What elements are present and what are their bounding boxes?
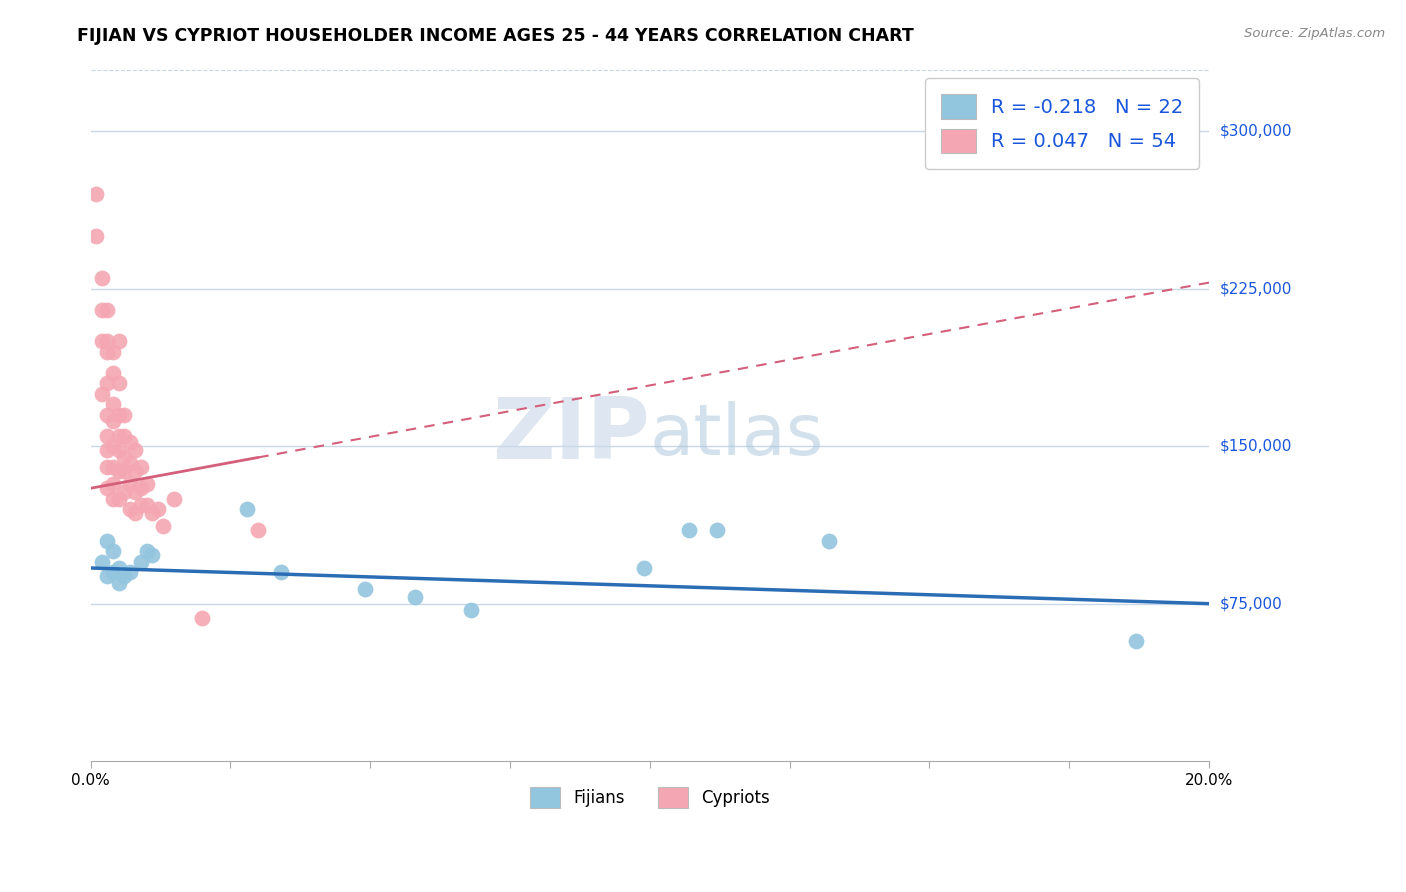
Point (101, 344, 124, 359)
Point (101, 366, 124, 380)
Point (135, 477, 157, 491)
Point (118, 456, 141, 470)
Point (236, 502, 259, 516)
Point (118, 565, 141, 579)
Text: atlas: atlas (650, 401, 824, 470)
Point (353, 582, 375, 596)
Point (96, 429, 118, 443)
Point (112, 450, 135, 464)
Point (90, 334, 112, 349)
Point (84, 229, 107, 244)
Point (90, 386, 112, 401)
Point (96, 334, 118, 349)
Point (101, 477, 124, 491)
Text: $300,000: $300,000 (1220, 124, 1292, 139)
Text: FIJIAN VS CYPRIOT HOUSEHOLDER INCOME AGES 25 - 44 YEARS CORRELATION CHART: FIJIAN VS CYPRIOT HOUSEHOLDER INCOME AGE… (77, 27, 914, 45)
Point (107, 376, 129, 391)
Point (112, 465, 135, 479)
Point (817, 533, 839, 548)
Point (135, 498, 157, 512)
Point (404, 591, 426, 605)
Point (191, 611, 214, 625)
Text: $225,000: $225,000 (1220, 281, 1292, 296)
Point (101, 439, 124, 453)
Point (129, 498, 152, 512)
Point (460, 603, 482, 617)
Point (107, 408, 129, 422)
Point (107, 465, 129, 479)
Point (96, 460, 118, 475)
Point (1125, 634, 1147, 648)
Point (107, 429, 129, 443)
Point (141, 507, 163, 521)
Point (90, 302, 112, 317)
Point (96, 408, 118, 422)
Point (107, 575, 129, 590)
Point (706, 523, 728, 537)
Point (124, 485, 146, 500)
Point (270, 565, 292, 579)
Point (96, 443, 118, 458)
Point (124, 507, 146, 521)
Point (118, 502, 141, 516)
Point (633, 561, 655, 575)
Point (84, 187, 107, 202)
Point (96, 376, 118, 391)
Point (141, 549, 163, 563)
Point (112, 485, 135, 500)
Point (96, 481, 118, 495)
Point (107, 443, 129, 458)
Point (129, 481, 152, 495)
Point (96, 569, 118, 583)
Point (135, 544, 157, 558)
Point (90, 555, 112, 569)
Point (96, 344, 118, 359)
Point (101, 491, 124, 506)
Point (678, 523, 700, 537)
Point (107, 491, 129, 506)
Point (101, 544, 124, 558)
Point (101, 565, 124, 579)
Text: ZIP: ZIP (492, 394, 650, 477)
Point (124, 443, 146, 458)
Point (107, 561, 129, 575)
Point (101, 397, 124, 411)
Point (124, 465, 146, 479)
Point (152, 519, 174, 533)
Point (101, 460, 124, 475)
Point (112, 429, 135, 443)
Point (107, 334, 129, 349)
Text: $75,000: $75,000 (1220, 596, 1282, 611)
Point (118, 477, 141, 491)
Point (129, 555, 152, 569)
Point (129, 460, 152, 475)
Point (96, 302, 118, 317)
Point (90, 271, 112, 285)
Point (118, 435, 141, 450)
Legend: Fijians, Cypriots: Fijians, Cypriots (523, 780, 776, 815)
Text: $150,000: $150,000 (1220, 439, 1292, 454)
Point (112, 569, 135, 583)
Point (247, 523, 270, 537)
Point (112, 408, 135, 422)
Point (146, 502, 169, 516)
Text: Source: ZipAtlas.com: Source: ZipAtlas.com (1244, 27, 1385, 40)
Point (163, 491, 186, 506)
Point (96, 533, 118, 548)
Point (101, 414, 124, 428)
